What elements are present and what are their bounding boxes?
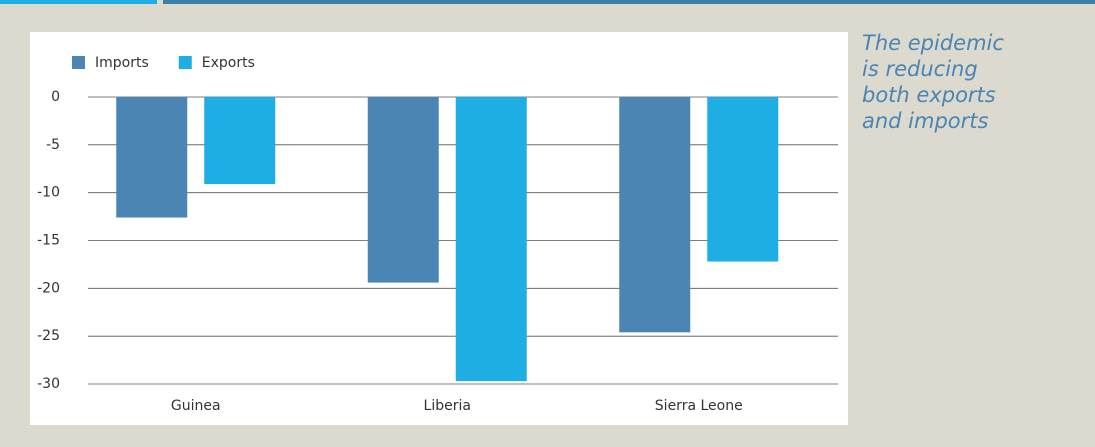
annotation: The epidemic <box>862 31 1004 55</box>
top-strip <box>0 0 157 4</box>
annotation: is reducing <box>862 57 978 81</box>
legend-swatch <box>72 56 85 69</box>
y-tick-label: -5 <box>46 137 60 153</box>
bar <box>367 97 439 283</box>
annotation: both exports <box>862 83 996 107</box>
annotation: and imports <box>862 109 989 133</box>
top-strip <box>163 0 1095 4</box>
y-tick-label: -10 <box>37 185 60 201</box>
y-tick-label: 0 <box>51 89 60 105</box>
y-tick-label: -30 <box>37 376 60 392</box>
legend-label: Exports <box>202 55 255 71</box>
y-tick-label: -20 <box>37 280 60 296</box>
legend-swatch <box>178 56 192 69</box>
bar <box>707 97 779 262</box>
x-tick-label: Guinea <box>171 398 221 414</box>
y-tick-label: -25 <box>37 328 60 344</box>
bar <box>455 97 527 382</box>
bar <box>619 97 691 333</box>
bar <box>204 97 276 185</box>
x-tick-label: Sierra Leone <box>655 398 743 414</box>
bar <box>116 97 188 218</box>
legend-label: Imports <box>95 55 149 71</box>
x-tick-label: Liberia <box>424 398 471 414</box>
y-tick-label: -15 <box>37 233 60 249</box>
